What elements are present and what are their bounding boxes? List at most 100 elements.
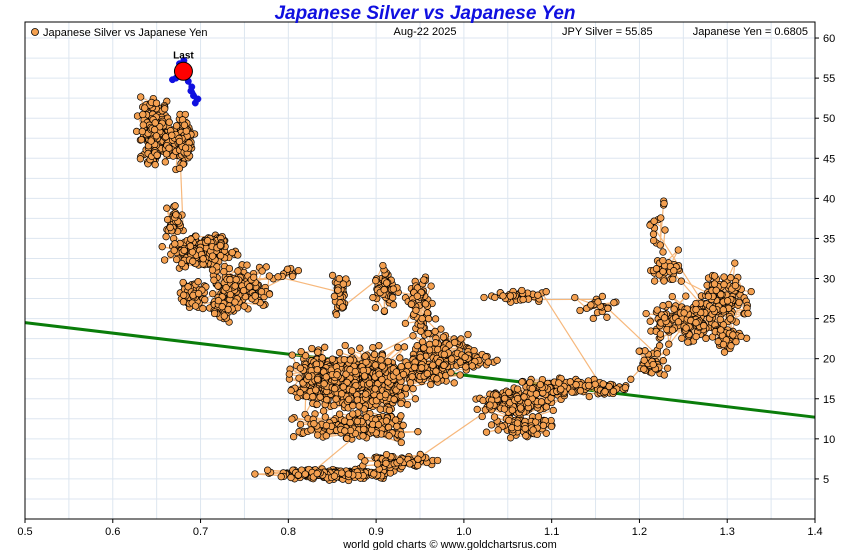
history-point: [360, 425, 368, 433]
history-point: [344, 470, 353, 478]
x-tick-label: 1.2: [632, 526, 647, 538]
history-point: [682, 324, 690, 332]
plot-frame: [24, 21, 816, 520]
history-point: [402, 384, 410, 392]
history-point: [365, 379, 374, 388]
history-point: [151, 119, 159, 127]
history-point: [263, 466, 272, 474]
history-point: [397, 438, 405, 447]
history-point: [199, 304, 207, 313]
history-point: [501, 394, 509, 403]
history-point: [542, 429, 550, 437]
history-point: [147, 137, 155, 145]
history-point: [670, 267, 678, 275]
history-point: [285, 370, 293, 378]
history-point: [294, 266, 303, 275]
history-point: [283, 265, 292, 273]
history-point: [660, 314, 669, 322]
history-point: [172, 122, 181, 130]
history-point: [680, 309, 688, 317]
history-point: [250, 273, 258, 281]
history-point: [692, 305, 700, 314]
history-point: [659, 302, 667, 310]
legend-label: Japanese Silver vs Japanese Yen: [43, 27, 208, 39]
history-point: [669, 275, 677, 283]
history-point: [194, 289, 203, 298]
history-point: [397, 399, 405, 408]
history-point: [160, 256, 169, 264]
history-point: [382, 417, 391, 425]
history-point: [513, 394, 522, 403]
history-point: [417, 327, 425, 335]
history-point: [362, 390, 370, 398]
history-point: [171, 240, 179, 248]
history-point: [310, 420, 318, 428]
history-point: [375, 342, 383, 350]
y-tick-label: 15: [823, 394, 835, 406]
history-point: [397, 362, 405, 371]
history-point: [519, 295, 527, 304]
history-point: [439, 333, 448, 341]
history-point: [320, 380, 328, 388]
history-point: [372, 277, 380, 285]
history-point: [599, 380, 607, 388]
history-point: [231, 298, 239, 306]
history-point: [232, 276, 240, 284]
history-point: [178, 259, 186, 268]
history-point: [536, 380, 544, 389]
history-point: [189, 257, 197, 265]
history-point: [346, 356, 354, 364]
history-point: [720, 348, 729, 356]
history-point: [416, 353, 424, 361]
history-point: [175, 137, 184, 146]
history-point: [359, 432, 367, 440]
history-point: [410, 363, 419, 371]
history-point: [492, 391, 500, 399]
x-tick-label: 1.3: [720, 526, 735, 538]
history-point: [390, 395, 398, 403]
history-point: [528, 385, 536, 393]
history-point: [161, 158, 169, 166]
history-point: [520, 393, 528, 401]
legend-marker: [31, 28, 39, 36]
x-tick-label: 0.5: [17, 526, 32, 538]
history-point: [505, 388, 513, 397]
history-point: [712, 286, 720, 294]
history-point: [332, 395, 340, 403]
history-point: [322, 432, 330, 440]
history-point: [360, 372, 369, 380]
history-point: [335, 348, 344, 357]
history-point: [505, 416, 513, 425]
history-point: [179, 298, 188, 306]
history-point: [352, 381, 360, 390]
history-point: [378, 375, 386, 384]
history-point: [346, 418, 354, 427]
history-point: [295, 374, 303, 382]
history-point: [659, 256, 667, 265]
history-point: [339, 303, 347, 311]
history-point: [251, 292, 259, 300]
history-point: [737, 332, 745, 341]
history-point: [222, 284, 230, 292]
history-point: [534, 413, 543, 421]
history-point: [161, 105, 169, 113]
history-point: [370, 470, 378, 478]
x-tick-label: 1.4: [807, 526, 822, 538]
history-point: [433, 456, 442, 465]
history-point: [349, 402, 357, 410]
history-point: [500, 405, 509, 413]
history-point: [330, 472, 339, 480]
history-point: [668, 326, 677, 334]
history-point: [328, 271, 337, 280]
history-point: [338, 469, 346, 477]
history-point: [158, 243, 166, 251]
history-point: [447, 369, 455, 377]
history-point: [499, 292, 507, 300]
history-point: [340, 355, 348, 364]
history-point: [312, 386, 320, 394]
history-point: [547, 422, 556, 431]
history-point: [191, 302, 200, 310]
history-point: [309, 393, 317, 401]
x-tick-label: 0.8: [281, 526, 296, 538]
history-point: [322, 421, 331, 430]
